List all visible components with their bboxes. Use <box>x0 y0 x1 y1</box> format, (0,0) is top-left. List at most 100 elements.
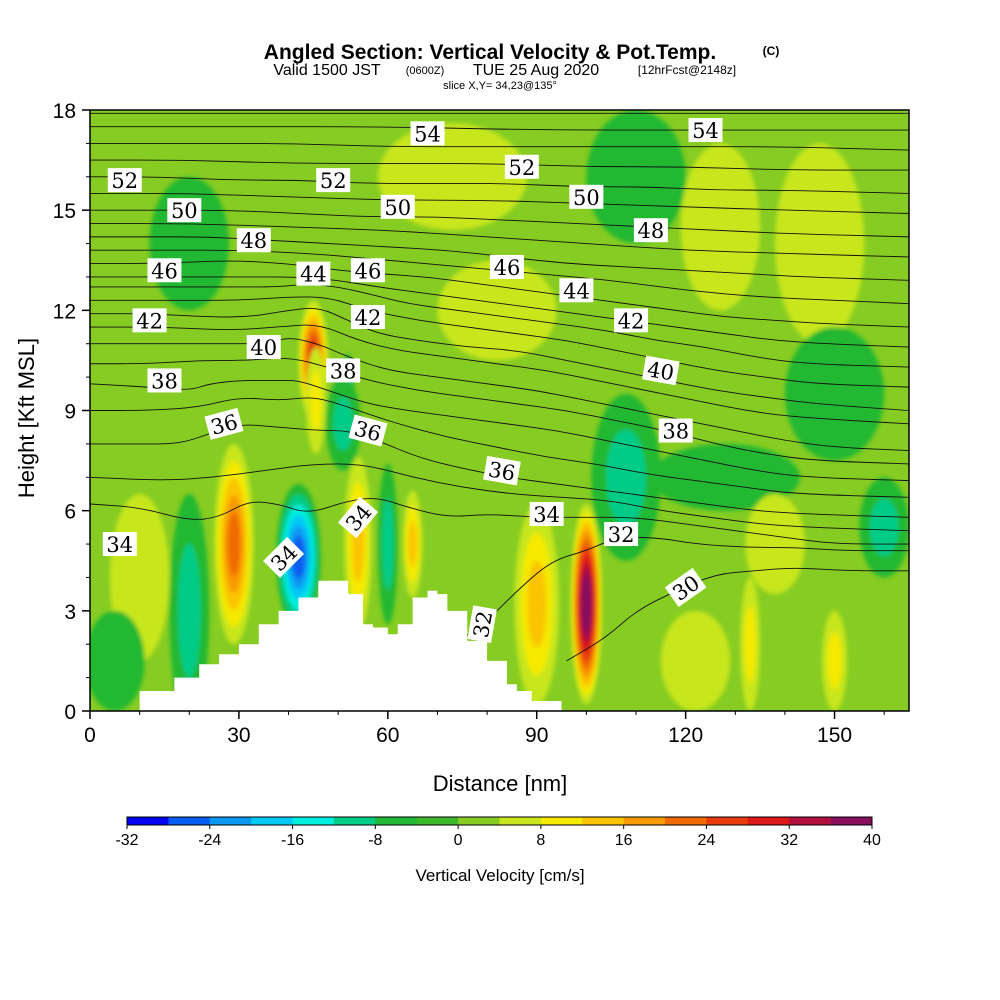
colorbar-tick-label: 0 <box>454 832 463 849</box>
valid-date: TUE 25 Aug 2020 <box>473 62 599 79</box>
isentrope-label: 46 <box>147 258 182 283</box>
colorbar-segment <box>168 817 211 825</box>
isentrope-label-text: 34 <box>106 533 133 557</box>
colorbar-segment <box>499 817 542 825</box>
isentrope-label-box <box>604 522 639 547</box>
colorbar-tick-label: 8 <box>536 832 545 849</box>
colorbar-frame <box>126 816 873 826</box>
isentrope-label-text: 50 <box>171 199 198 223</box>
isentrope-theta-49 <box>90 223 909 258</box>
velocity-cell-band <box>382 497 394 591</box>
isentrope-label-text: 50 <box>573 186 600 210</box>
isentrope-label-box <box>147 258 182 283</box>
velocity-cell <box>325 377 361 471</box>
colorbar: -32 -24 -16 -8 0 8 16 24 32 40 <box>115 816 881 849</box>
isentrope-theta-37 <box>90 397 909 498</box>
velocity-cell-band <box>582 580 591 628</box>
isentrope-label-box <box>296 261 331 286</box>
isentrope-theta-36 <box>90 424 909 518</box>
colorbar-tick-label: -8 <box>368 832 382 849</box>
isentrope-theta-35 <box>90 463 909 532</box>
isentrope-label: 52 <box>107 168 142 193</box>
velocity-cell <box>214 443 254 645</box>
velocity-cell-band <box>827 632 842 690</box>
isentrope-label: 48 <box>633 218 668 243</box>
colorbar-segment <box>251 817 294 825</box>
isentrope-theta-52 <box>90 176 909 194</box>
velocity-cell-band <box>774 143 865 344</box>
chart-title: Angled Section: Vertical Velocity & Pot.… <box>264 41 716 64</box>
isentrope-label-box <box>614 308 649 333</box>
isentrope-label-box <box>147 368 182 393</box>
colorbar-segment <box>540 817 583 825</box>
isentrope-label-box <box>569 184 604 209</box>
velocity-cell <box>377 463 398 625</box>
isentrope-theta-53 <box>90 159 909 171</box>
colorbar-label: Vertical Velocity [cm/s] <box>415 866 584 885</box>
velocity-cell <box>745 493 805 595</box>
isentrope-label: 34 <box>102 532 137 557</box>
isentrope-theta-48 <box>90 236 909 281</box>
colorbar-segment <box>458 817 500 825</box>
isentrope-label: 40 <box>641 355 680 386</box>
isentrope-label-text: 38 <box>662 420 689 444</box>
isentrope-label: 50 <box>380 194 415 220</box>
isentrope-label: 42 <box>350 305 385 330</box>
isentrope-label-box <box>641 355 680 386</box>
isentrope-label: 48 <box>236 228 271 253</box>
y-axis-label: Height [Kft MSL] <box>14 338 39 498</box>
isentrope-label-text: 42 <box>355 306 382 330</box>
isentrope-label-text: 54 <box>692 119 719 143</box>
terrain <box>90 580 909 711</box>
isentrope-label: 46 <box>350 258 385 283</box>
velocity-cell-band <box>586 110 686 244</box>
x-tick-label: 120 <box>668 724 703 747</box>
isentrope-label-text: 46 <box>494 256 521 280</box>
velocity-cell-band <box>527 560 547 648</box>
velocity-cell <box>660 610 731 711</box>
isentrope-label-box <box>236 228 271 253</box>
isentrope-label-text: 48 <box>240 229 267 253</box>
isentrope-label-box <box>167 198 202 223</box>
isentrope-label-text: 44 <box>300 263 327 287</box>
colorbar-tick-label: 40 <box>863 832 881 849</box>
isentrope-label-box <box>633 218 668 243</box>
isentrope-label-box <box>410 121 445 146</box>
y-tick-label: 15 <box>53 200 76 223</box>
isentrope-label: 34 <box>529 502 564 527</box>
velocity-cell <box>90 610 145 711</box>
velocity-cell <box>859 477 909 578</box>
velocity-cell-band <box>90 610 145 711</box>
isentrope-label-box <box>132 308 167 333</box>
velocity-cell-band <box>744 605 756 683</box>
velocity-cell <box>169 494 210 711</box>
colorbar-segment <box>789 817 832 825</box>
isentrope-label-text: 52 <box>111 169 138 193</box>
isentrope-label-box <box>664 567 707 608</box>
velocity-cell-band <box>660 610 731 711</box>
isentrope-theta-44 <box>90 284 909 368</box>
isentrope-label-text: 46 <box>151 259 178 283</box>
isentrope-label-box <box>529 502 564 527</box>
isentrope-label-box <box>337 496 379 539</box>
colorbar-tick-label: -32 <box>115 832 138 849</box>
colorbar-segment <box>623 817 666 825</box>
slice-info: slice X,Y= 34,23@135° <box>443 80 557 92</box>
isentrope-label: 38 <box>326 358 361 383</box>
isentrope-label: 42 <box>614 308 649 333</box>
isentrope-label-box <box>263 536 305 578</box>
isentrope-theta-30 <box>566 567 909 662</box>
velocity-cell-band <box>227 512 241 577</box>
isentrope-label: 54 <box>410 121 445 146</box>
isentrope-label-text: 42 <box>618 309 645 333</box>
ground-strip <box>90 711 909 723</box>
isentrope-theta-42 <box>90 307 909 411</box>
velocity-cell <box>586 110 686 244</box>
forecast-info: [12hrFcst@2148z] <box>638 63 736 77</box>
colorbar-tick-label: 32 <box>780 832 798 849</box>
velocity-cell-band <box>408 520 417 568</box>
velocity-cell <box>402 490 423 598</box>
colorbar-segment <box>333 817 376 825</box>
